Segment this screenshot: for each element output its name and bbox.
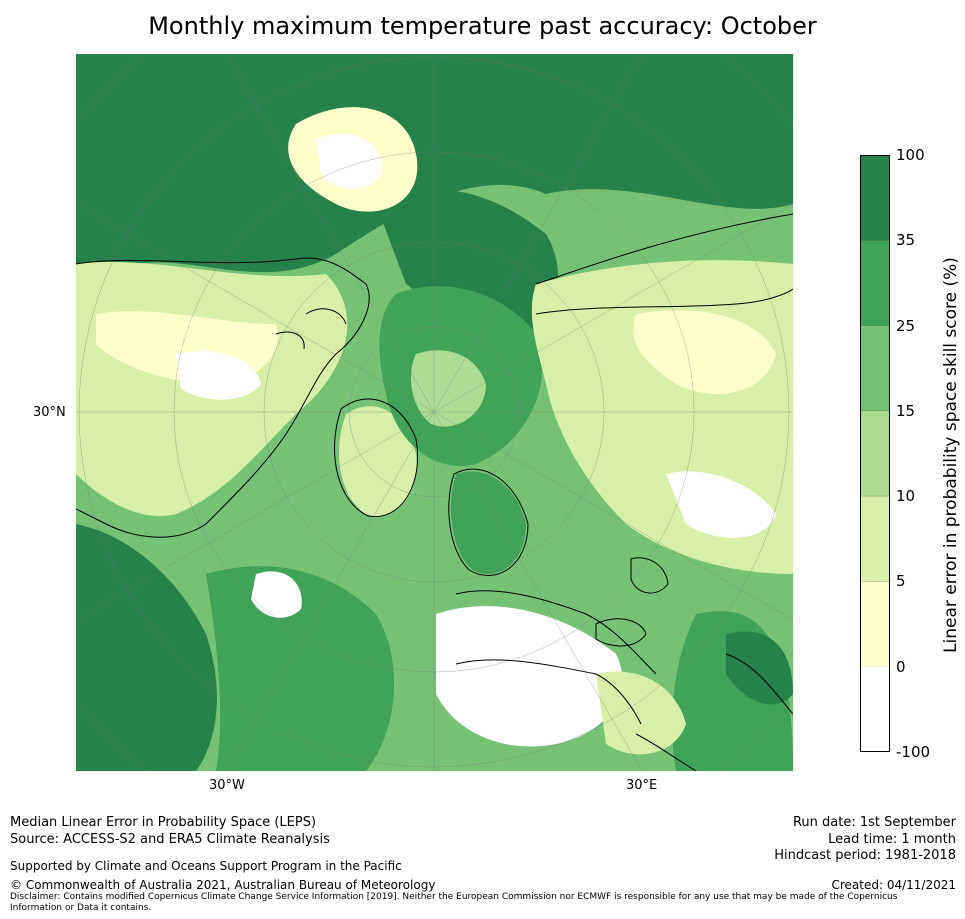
colorbar-swatch-2 (860, 325, 890, 412)
colorbar (860, 155, 890, 752)
colorbar-swatch-0 (860, 155, 890, 241)
footer-method: Median Linear Error in Probability Space… (10, 815, 317, 830)
coastline-arabia (635, 733, 697, 771)
coastline-caspian (630, 557, 669, 594)
skill-region-mediterranean-white (436, 606, 623, 747)
footer-copyright: © Commonwealth of Australia 2021, Austra… (10, 878, 436, 892)
coastline-mediterranean (455, 659, 642, 725)
skill-region-central-asia-white (666, 471, 776, 538)
coastline-siberia (535, 288, 793, 315)
colorbar-tick-label: 5 (896, 572, 906, 591)
skill-region-south-asia-dark (726, 631, 793, 705)
coastline-eurasia (535, 213, 793, 285)
coastlines (76, 213, 793, 771)
footer-disclaimer-2: Information or Data it contains. (10, 903, 152, 913)
colorbar-tick-label: 25 (896, 316, 916, 335)
lat-label-30n: 30°N (33, 405, 66, 420)
colorbar-tick-label: 35 (896, 231, 916, 250)
colorbar-title: Linear error in probability space skill … (941, 257, 961, 653)
polar-skill-map (76, 54, 793, 771)
colorbar-swatch-4 (860, 495, 890, 582)
footer-support: Supported by Climate and Oceans Support … (10, 859, 402, 873)
coastline-greenland (334, 398, 419, 518)
footer-hindcast: Hindcast period: 1981-2018 (774, 848, 956, 863)
colorbar-swatch-1 (860, 240, 890, 326)
skill-region-east-pacific (76, 524, 217, 771)
colorbar-tick-label: 15 (896, 401, 916, 420)
colorbar-tick-label: 0 (896, 657, 906, 676)
coastline-europe (455, 590, 657, 675)
skill-region-pole-light (411, 350, 486, 427)
footer-source: Source: ACCESS-S2 and ERA5 Climate Reana… (10, 832, 330, 847)
colorbar-swatch-3 (860, 410, 890, 497)
colorbar-tick-label: 10 (896, 487, 916, 506)
skill-region-pacific-light-2 (316, 133, 382, 189)
coastline-north-america (76, 257, 370, 538)
coastline-india (725, 653, 793, 715)
footer-created: Created: 04/11/2021 (831, 878, 956, 892)
skill-region-atlantic-tropics (206, 566, 395, 771)
skill-region-siberia-white (633, 310, 776, 394)
lon-label-30e: 30°E (626, 778, 658, 793)
coastline-black-sea (595, 618, 647, 647)
footer-lead-time: Lead time: 1 month (828, 832, 956, 847)
coastline-scandinavia (448, 468, 529, 576)
skill-region-middle-east-light (596, 671, 686, 755)
colorbar-swatch-6 (860, 666, 890, 752)
colorbar-tick-label: -100 (896, 743, 931, 761)
footer-disclaimer-1: Disclaimer: Contains modified Copernicus… (10, 892, 898, 902)
colorbar-swatch-5 (860, 581, 890, 667)
skill-region-atlantic-white (251, 571, 302, 618)
coastline-canada-islands (275, 308, 347, 350)
skill-region-canada-white (176, 350, 261, 400)
graticule (76, 54, 793, 771)
chart-title: Monthly maximum temperature past accurac… (148, 12, 817, 40)
skill-region-north-pacific (76, 54, 793, 274)
skill-region-scandinavia (451, 471, 526, 574)
footer-run-date: Run date: 1st September (792, 815, 956, 830)
colorbar-tick-label: 100 (896, 146, 925, 164)
lon-label-30w: 30°W (209, 778, 245, 793)
